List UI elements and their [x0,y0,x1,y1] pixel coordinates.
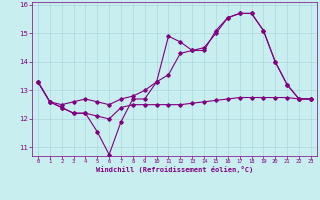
X-axis label: Windchill (Refroidissement éolien,°C): Windchill (Refroidissement éolien,°C) [96,166,253,173]
